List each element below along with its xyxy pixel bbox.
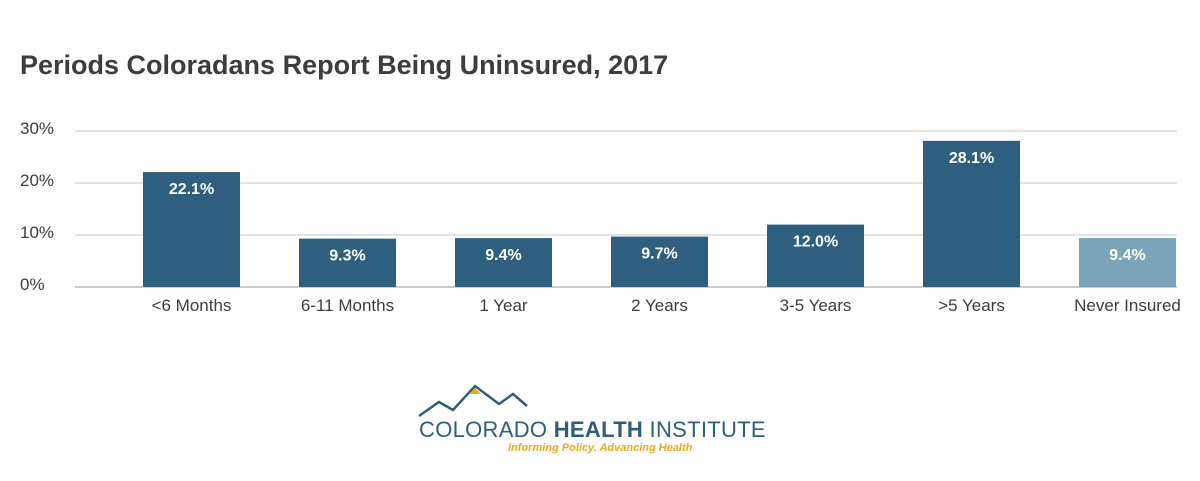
mountain-icon	[418, 384, 528, 418]
bar	[1079, 238, 1176, 287]
data-label: 9.4%	[1109, 247, 1145, 264]
colorado-health-institute-logo: COLORADO HEALTH INSTITUTE Informing Poli…	[413, 380, 793, 460]
y-tick-label: 0%	[20, 275, 45, 294]
bar	[455, 238, 552, 287]
bar	[299, 238, 396, 287]
y-tick-label: 10%	[20, 223, 54, 242]
y-tick-label: 30%	[20, 119, 54, 138]
data-label: 28.1%	[949, 150, 994, 167]
x-tick-label: 3-5 Years	[780, 296, 852, 315]
bar	[143, 172, 240, 287]
data-label: 9.4%	[485, 247, 521, 264]
logo-tagline: Informing Policy. Advancing Health	[508, 442, 693, 454]
bar	[611, 236, 708, 287]
data-label: 9.7%	[641, 246, 677, 263]
x-tick-label: 2 Years	[631, 296, 688, 315]
y-tick-label: 20%	[20, 171, 54, 190]
x-tick-label: 1 Year	[479, 296, 528, 315]
chart-title: Periods Coloradans Report Being Uninsure…	[20, 50, 669, 80]
data-label: 9.3%	[329, 248, 365, 265]
bar-chart: 0% 10% 20% 30% 22.1% <6 Months 9.3% 6-11 Months…	[20, 119, 1181, 315]
data-label: 22.1%	[169, 181, 214, 198]
x-tick-label: >5 Years	[938, 296, 1005, 315]
x-tick-label: 6-11 Months	[301, 296, 394, 315]
logo-wordmark: COLORADO HEALTH INSTITUTE	[419, 417, 766, 442]
bar	[767, 224, 864, 287]
x-tick-label: <6 Months	[152, 296, 232, 315]
data-label: 12.0%	[793, 234, 838, 251]
x-tick-label: Never Insured	[1074, 296, 1181, 315]
bar	[923, 140, 1020, 287]
